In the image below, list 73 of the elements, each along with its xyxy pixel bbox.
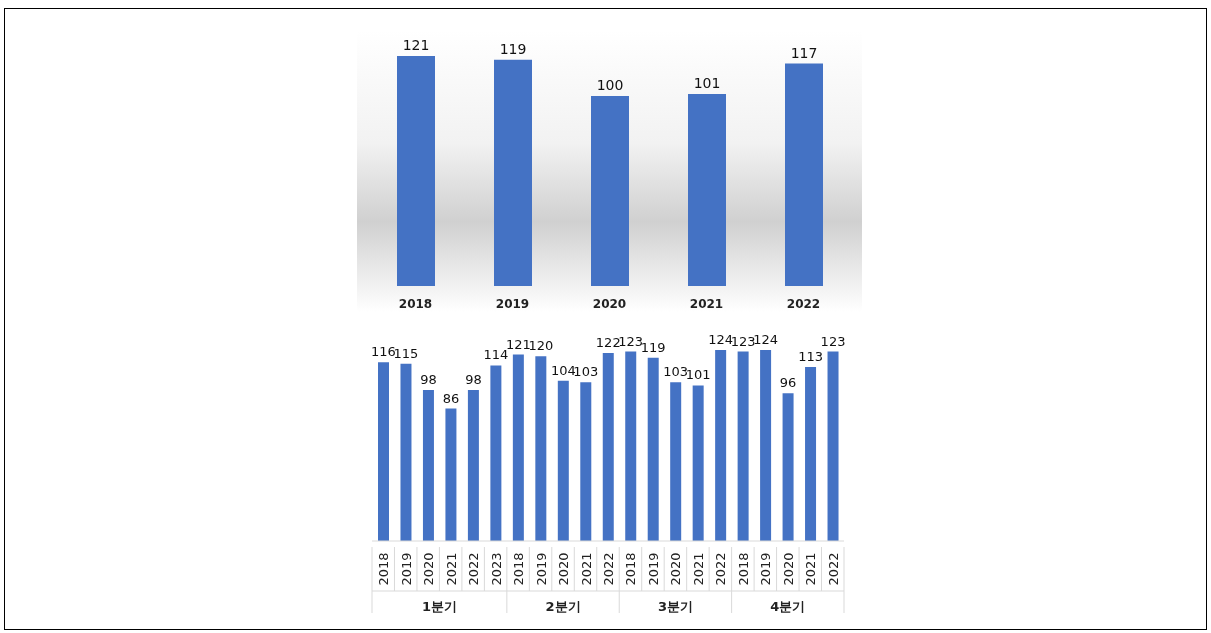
x-tick-label: 2018	[511, 552, 527, 586]
bar	[378, 362, 389, 541]
bar	[602, 353, 614, 541]
x-tick-label: 2020	[668, 552, 684, 586]
x-tick-label: 2020	[421, 552, 437, 586]
data-label: 98	[465, 372, 482, 388]
x-tick-label: 2018	[398, 297, 433, 311]
x-tick-label: 2020	[592, 297, 627, 311]
bar	[805, 366, 817, 541]
data-label: 104	[550, 362, 576, 378]
x-tick-label: 2023	[488, 552, 504, 586]
bar	[557, 380, 569, 541]
data-label: 116	[371, 344, 396, 360]
data-label: 117	[790, 44, 818, 61]
text: 1분기	[421, 599, 457, 614]
bar	[512, 354, 524, 541]
bar	[688, 94, 726, 286]
x-tick-label: 2018	[623, 552, 639, 586]
x-tick-label: 2020	[780, 552, 796, 586]
bar	[760, 350, 772, 541]
data-label: 121	[402, 37, 430, 53]
data-label: 100	[596, 76, 624, 93]
x-tick-label: 2022	[786, 297, 821, 311]
x-tick-label: 2019	[495, 297, 530, 311]
data-label: 124	[753, 332, 779, 347]
bar	[494, 59, 532, 286]
bar	[692, 385, 704, 541]
bar	[422, 390, 434, 541]
x-tick-label: 2021	[689, 297, 724, 311]
data-label: 101	[693, 75, 721, 92]
bar	[737, 351, 749, 541]
x-tick-label: 2022	[466, 552, 482, 586]
data-label: 98	[420, 372, 437, 388]
bar	[535, 356, 547, 541]
bar	[827, 351, 839, 541]
x-tick-label: 2019	[398, 552, 414, 586]
bar	[445, 408, 457, 541]
x-tick-label: 2022	[825, 552, 841, 586]
bar	[715, 350, 727, 541]
bar	[400, 363, 412, 541]
x-tick-label: 2022	[601, 552, 616, 586]
data-label: 119	[499, 40, 527, 57]
x-tick-label: 2019	[533, 552, 549, 586]
data-label: 103	[573, 364, 599, 380]
text: 3분기	[657, 599, 693, 614]
x-tick-label: 2021	[690, 552, 706, 586]
text: 2분기	[545, 599, 581, 614]
x-tick-label: 2018	[376, 552, 392, 586]
data-label: 86	[442, 390, 460, 406]
x-tick-label: 2022	[713, 552, 729, 586]
bar	[625, 351, 637, 541]
text: 4분기	[770, 599, 806, 614]
bar	[490, 365, 502, 541]
bar	[467, 390, 479, 541]
data-label: 96	[779, 375, 797, 391]
x-tick-label: 2019	[758, 552, 774, 586]
bar	[785, 63, 823, 286]
bar	[580, 382, 592, 541]
x-tick-label: 2021	[578, 552, 594, 586]
data-label: 123	[820, 333, 846, 349]
data-label: 122	[595, 335, 621, 351]
x-tick-label: 2021	[443, 552, 459, 586]
x-tick-label: 2019	[645, 552, 661, 586]
bar	[782, 393, 794, 541]
x-tick-label: 2020	[556, 552, 572, 586]
data-label: 120	[528, 338, 554, 354]
x-tick-label: 2018	[735, 552, 751, 586]
bar	[591, 95, 629, 286]
x-tick-label: 2021	[803, 552, 819, 586]
bar	[647, 357, 659, 541]
data-label: 113	[798, 348, 823, 364]
bar	[670, 382, 682, 541]
bar	[397, 56, 435, 286]
